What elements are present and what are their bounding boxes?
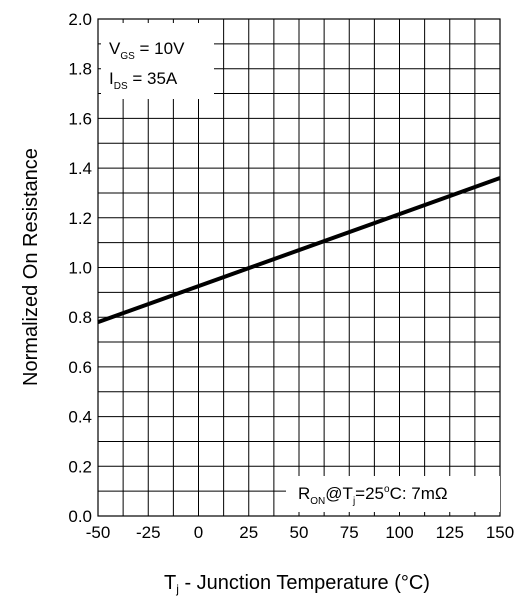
x-tick-label: 50 (290, 523, 309, 542)
y-tick-label: 1.2 (68, 209, 92, 228)
x-tick-labels: -50 -25 0 25 50 75 100 125 150 (86, 523, 514, 542)
x-tick-label: 150 (486, 523, 514, 542)
ron-annotation: RON@Tj=25oC: 7mΩ (286, 476, 500, 512)
plot-frame (97, 18, 501, 517)
x-tick-label: -25 (136, 523, 161, 542)
y-tick-label: 1.0 (68, 259, 92, 278)
x-tick-label: 0 (194, 523, 203, 542)
y-tick-label: 0.6 (68, 358, 92, 377)
series-line (97, 176, 501, 325)
condition-vgs: VGS = 10V (109, 39, 185, 62)
x-tick-label: 25 (239, 523, 258, 542)
y-axis-title: Normalized On Resistance (20, 148, 42, 386)
series-group (97, 176, 501, 325)
y-tick-label: 0.0 (68, 507, 92, 526)
x-tick-label: 100 (385, 523, 413, 542)
y-tick-label: 1.6 (68, 109, 92, 128)
x-tick-label: -50 (86, 523, 111, 542)
y-tick-label: 0.2 (68, 457, 92, 476)
y-tick-label: 0.8 (68, 308, 92, 327)
y-tick-labels: 0.0 0.2 0.4 0.6 0.8 1.0 1.2 1.4 1.6 1.8 2.0 (68, 10, 92, 526)
x-tick-label: 75 (340, 523, 359, 542)
ron-annotation-text: RON@Tj=25oC: 7mΩ (298, 484, 448, 507)
conditions-annotation: VGS = 10V IDS = 35A (101, 23, 214, 99)
y-tick-label: 1.4 (68, 159, 92, 178)
x-tick-label: 125 (436, 523, 464, 542)
condition-ids: IDS = 35A (109, 69, 178, 92)
y-tick-label: 1.8 (68, 60, 92, 79)
x-axis-title: Tj - Junction Temperature (°C) (164, 572, 430, 596)
y-tick-label: 2.0 (68, 10, 92, 29)
y-tick-label: 0.4 (68, 408, 92, 427)
grid (98, 19, 500, 516)
